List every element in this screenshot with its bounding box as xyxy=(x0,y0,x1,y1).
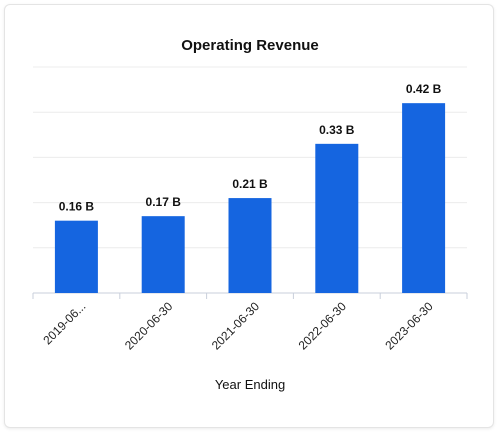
x-tick-label: 2023-06-30 xyxy=(382,299,436,353)
bar-chart: 0.16 B 2019-06... 0.17 B 2020-06-30 0.21 B 20… xyxy=(32,66,468,353)
bar-value-label: 0.17 B xyxy=(146,195,182,209)
x-tick-label: 2021-06-30 xyxy=(209,299,263,353)
bar xyxy=(315,143,359,293)
bar-value-label: 0.42 B xyxy=(406,82,442,96)
bar xyxy=(54,220,98,293)
bar xyxy=(228,198,272,293)
x-tick-label: 2020-06-30 xyxy=(122,299,176,353)
x-axis-label: Year Ending xyxy=(214,377,286,392)
x-tick-label: 2019-06... xyxy=(40,299,88,347)
bar-value-label: 0.33 B xyxy=(319,123,355,137)
bar-value-label: 0.21 B xyxy=(232,177,268,191)
chart-card: Operating Revenue 0.16 B 2019-06... 0.17 B… xyxy=(4,4,494,428)
bar xyxy=(141,216,185,293)
chart-title: Operating Revenue xyxy=(181,37,319,54)
x-tick-label: 2022-06-30 xyxy=(296,299,350,353)
bar-value-label: 0.16 B xyxy=(59,200,95,214)
bar xyxy=(402,103,446,293)
